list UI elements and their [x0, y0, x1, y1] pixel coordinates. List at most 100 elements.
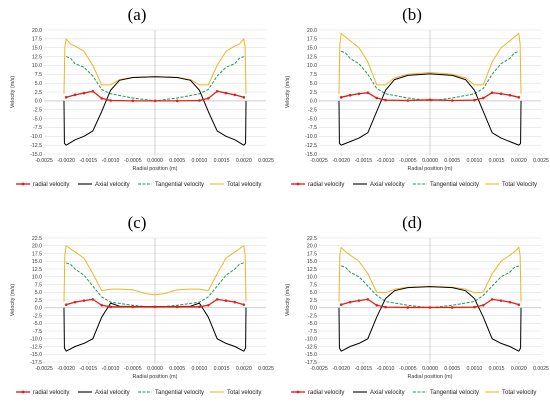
- x-tick-label: -0.0010: [377, 158, 395, 164]
- radial-point: [198, 305, 201, 309]
- x-tick-label: -0.0020: [57, 158, 75, 164]
- legend-label-radial: radial velocity: [33, 390, 69, 396]
- y-tick-label: -5.0: [308, 321, 317, 327]
- y-axis-label: Velocity (m/s): [285, 284, 291, 317]
- y-tick-label: -12.5: [305, 344, 317, 350]
- y-tick-label: 15.0: [307, 259, 317, 265]
- x-tick-label: 0.0020: [511, 366, 527, 372]
- x-tick-label: -0.0005: [399, 158, 417, 164]
- radial-point: [508, 300, 512, 304]
- y-tick-label: 5.0: [310, 290, 317, 296]
- x-axis-label: Radial position (m): [133, 166, 178, 172]
- radial-point: [224, 91, 228, 95]
- x-tick-label: 0.0000: [422, 366, 438, 372]
- x-tick-label: 0.0010: [191, 366, 207, 372]
- y-tick-label: 2.5: [35, 90, 42, 96]
- y-tick-label: 2.5: [310, 298, 317, 304]
- radial-point: [175, 99, 179, 103]
- y-tick-label: -10.0: [305, 134, 317, 140]
- y-tick-label: -7.5: [308, 329, 317, 335]
- y-tick-label: -5.0: [33, 321, 42, 327]
- y-tick-label: 7.5: [35, 72, 42, 78]
- legend-label-total: Total velocity: [227, 182, 261, 188]
- radial-point: [406, 306, 410, 309]
- x-tick-label: 0.0020: [511, 158, 527, 164]
- x-tick-label: -0.0025: [35, 158, 53, 164]
- x-tick-label: -0.0020: [332, 158, 350, 164]
- y-tick-label: 12.5: [307, 54, 317, 60]
- y-tick-label: 5.0: [35, 81, 42, 87]
- chart-a: (a) 20.0 17.5 15.0 12.5 10.0 7.5 5.0 2.5 0.0 -2.5 -…: [10, 5, 274, 188]
- panel-label: (b): [402, 5, 422, 24]
- x-tick-label: 0.0025: [258, 158, 274, 164]
- radial-point: [215, 298, 219, 301]
- y-tick-label: -12.5: [305, 143, 317, 149]
- y-tick-label: 20.0: [307, 244, 317, 250]
- radial-point: [450, 306, 454, 309]
- legend-label-total: Total velocity: [227, 390, 261, 396]
- x-tick-label: -0.0020: [57, 366, 75, 372]
- chart-b: (b) 20.0 17.5 15.0 12.5 10.0 7.5 5.0 2.5 0.0 -2.5 -…: [285, 5, 549, 188]
- series-axial-line: [338, 286, 522, 352]
- radial-point: [73, 93, 77, 97]
- radial-point: [499, 92, 503, 96]
- radial-point: [490, 91, 494, 95]
- y-tick-label: 12.5: [32, 267, 42, 273]
- x-axis-label: Radial position (m): [133, 374, 178, 380]
- y-tick-label: 15.0: [307, 46, 317, 52]
- y-tick-label: 2.5: [310, 90, 317, 96]
- y-tick-label: 22.5: [307, 236, 317, 242]
- radial-point: [481, 303, 485, 307]
- panel-label: (a): [128, 5, 147, 24]
- panel-label: (d): [402, 213, 422, 232]
- x-tick-label: -0.0025: [310, 366, 328, 372]
- legend-label-tangential: Tangential velocity: [430, 390, 479, 396]
- x-tick-label: 0.0010: [191, 158, 207, 164]
- series-tangential-line: [341, 50, 519, 102]
- radial-point: [131, 99, 135, 103]
- x-tick-label: -0.0010: [102, 366, 120, 372]
- radial-point: [499, 299, 503, 302]
- x-tick-label: 0.0015: [214, 366, 230, 372]
- y-tick-label: -15.0: [30, 352, 42, 358]
- y-tick-label: -2.5: [308, 108, 317, 114]
- x-tick-label: 0.0005: [169, 366, 185, 372]
- radial-point: [508, 93, 512, 97]
- y-tick-label: 7.5: [310, 72, 317, 78]
- radial-point: [206, 303, 210, 307]
- x-tick-label: -0.0015: [80, 366, 98, 372]
- series-axial-line: [338, 73, 522, 146]
- x-tick-label: 0.0000: [147, 366, 163, 372]
- radial-point: [517, 303, 521, 306]
- x-tick-label: 0.0000: [422, 158, 438, 164]
- x-tick-label: 0.0015: [214, 158, 230, 164]
- x-tick-label: -0.0015: [355, 366, 373, 372]
- radial-point: [82, 91, 86, 95]
- y-axis-label: Velocity (m/s): [10, 284, 16, 317]
- radial-point: [91, 298, 95, 301]
- legend-marker-radial: [21, 390, 25, 394]
- x-tick-label: -0.0005: [124, 158, 142, 164]
- y-tick-label: -10.0: [305, 337, 317, 343]
- legend-label-radial: radial velocity: [33, 182, 69, 188]
- radial-point: [348, 93, 352, 97]
- panel-b: (b) 20.0 17.5 15.0 12.5 10.0 7.5 5.0 2.5 0.0 -2.5 -…: [275, 0, 550, 208]
- x-tick-label: 0.0000: [147, 158, 163, 164]
- y-tick-label: 5.0: [35, 290, 42, 296]
- legend-label-tangential: Tangential velocity: [155, 182, 204, 188]
- radial-point: [473, 305, 476, 309]
- radial-point: [91, 89, 95, 93]
- y-tick-label: 20.0: [307, 28, 317, 34]
- x-tick-label: -0.0005: [124, 366, 142, 372]
- legend-label-total: Total velocity: [502, 390, 536, 396]
- y-axis-label: Velocity (m/s): [10, 76, 16, 109]
- radial-point: [384, 305, 387, 309]
- x-tick-label: 0.0025: [533, 158, 549, 164]
- radial-point: [481, 96, 485, 100]
- y-tick-label: 5.0: [310, 81, 317, 87]
- x-tick-label: -0.0005: [399, 366, 417, 372]
- y-tick-label: -2.5: [33, 108, 42, 114]
- x-tick-label: 0.0020: [236, 158, 252, 164]
- y-tick-label: -15.0: [305, 152, 317, 158]
- radial-point: [109, 305, 112, 309]
